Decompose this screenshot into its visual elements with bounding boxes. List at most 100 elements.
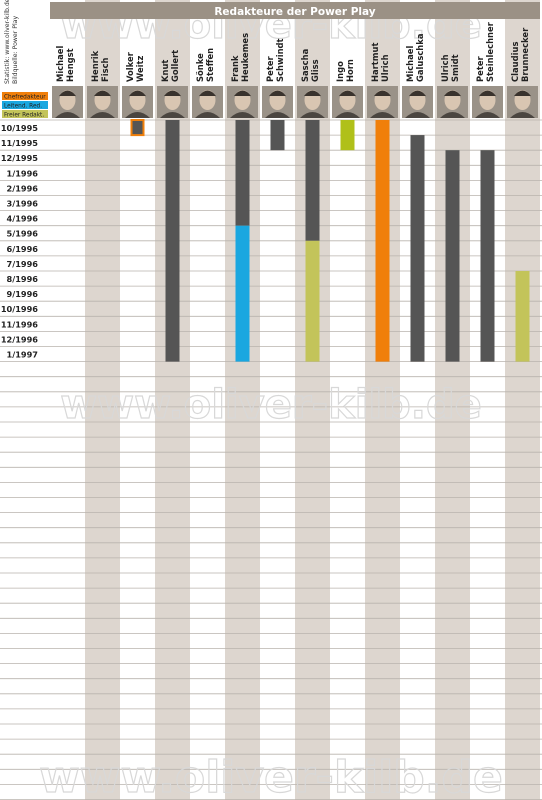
side-note: Bildquelle: Power Play: [12, 16, 19, 84]
portrait-hair: [94, 90, 111, 96]
portrait-hair: [339, 90, 356, 96]
month-label: 12/1996: [1, 334, 38, 344]
person-name: Weitz: [135, 56, 145, 82]
person-name: Sönke: [195, 53, 205, 82]
portrait-shoulders: [230, 112, 255, 118]
portrait-hair: [164, 90, 181, 96]
tenure-bar: [515, 271, 530, 362]
legend-label: Leitend. Red.: [4, 103, 42, 109]
tenure-bar: [305, 120, 320, 241]
month-label: 4/1996: [7, 214, 39, 224]
portrait-shoulders: [475, 112, 500, 118]
portrait-hair: [514, 90, 531, 96]
month-labels: 10/1995 11/1995 12/1995 1/1996 2/1996 3/1996 4…: [1, 123, 38, 360]
portrait-hair: [129, 90, 146, 96]
header-layer: Redakteure der Power Play Statistik: www.…: [4, 0, 540, 84]
watermark: www.oliver-kilb.de: [39, 752, 503, 800]
person-name: Galuschka: [415, 34, 425, 83]
month-label: 7/1996: [7, 259, 39, 269]
portrait-shoulders: [370, 112, 395, 118]
legend-label: Freier Redakt.: [4, 112, 44, 118]
label-column-background: [0, 120, 50, 800]
column-background: [505, 0, 540, 800]
portrait-shoulders: [90, 112, 115, 118]
tenure-bar: [130, 119, 145, 137]
month-label: 5/1996: [7, 229, 39, 239]
tenure-bar: [340, 120, 355, 151]
person-name: Sascha: [300, 49, 310, 82]
person-name: Peter: [475, 55, 485, 82]
name-labels: Michael Hengst Henrik Fisch Volker Weitz Knut G…: [55, 21, 530, 82]
legend-swatch: [2, 110, 48, 118]
watermark-layer: www.oliver-kilb.dewww.oliver-kilb.dewww.…: [39, 1, 504, 800]
person-name: Gliss: [310, 59, 320, 82]
legend: Chefredakteur Leitend. Red. Freier Redakt.: [2, 92, 48, 118]
person-name: Ulrich: [380, 54, 390, 82]
portrait-shoulders: [265, 112, 290, 118]
person-name: Frank: [230, 55, 240, 82]
month-label: 10/1996: [1, 304, 38, 314]
tenure-bar: [165, 120, 180, 362]
person-name: Brunnecker: [520, 27, 530, 82]
person-name: Ingo: [335, 61, 345, 82]
person-name: Hartmut: [370, 43, 380, 83]
person-name: Claudius: [510, 42, 520, 82]
portrait-hair: [374, 90, 391, 96]
month-label: 2/1996: [7, 183, 39, 193]
portrait-shoulders: [335, 112, 360, 118]
month-label: 6/1996: [7, 244, 39, 254]
month-label: 11/1995: [1, 138, 38, 148]
portrait-hair: [59, 90, 76, 96]
portrait-shoulders: [55, 112, 80, 118]
portrait-shoulders: [510, 112, 535, 118]
legend-swatch: [2, 92, 48, 100]
month-label: 1/1997: [7, 350, 39, 360]
person-name: Knut: [160, 60, 170, 82]
month-label: 10/1995: [1, 123, 38, 133]
column-background: [85, 0, 120, 800]
legend-swatch: [2, 101, 48, 109]
tenure-bar: [270, 120, 285, 151]
person-name: Fisch: [100, 57, 110, 82]
portrait-shoulders: [160, 112, 185, 118]
portrait-shoulders: [195, 112, 220, 118]
column-background: [435, 0, 470, 800]
month-label: 3/1996: [7, 199, 39, 209]
person-name: Volker: [125, 51, 135, 82]
portrait-hair: [409, 90, 426, 96]
tenure-bar: [235, 120, 250, 226]
photo-row: [52, 86, 538, 118]
portrait-hair: [269, 90, 286, 96]
chart-title: Redakteure der Power Play: [214, 6, 375, 18]
portrait-shoulders: [300, 112, 325, 118]
person-name: Ulrich: [440, 54, 450, 82]
person-name: Steinlechner: [485, 21, 495, 82]
person-name: Hengst: [65, 48, 75, 82]
month-label: 11/1996: [1, 319, 38, 329]
person-name: Peter: [265, 55, 275, 82]
tenure-bars: [130, 119, 530, 362]
person-name: Michael: [55, 46, 65, 82]
month-label: 9/1996: [7, 289, 39, 299]
tenure-bar: [375, 120, 390, 362]
tenure-bar: [410, 135, 425, 362]
month-label: 8/1996: [7, 274, 39, 284]
portrait-hair: [234, 90, 251, 96]
tenure-bar: [445, 150, 460, 362]
legend-label: Chefredakteur: [4, 94, 46, 100]
portrait-hair: [444, 90, 461, 96]
tenure-bar: [235, 225, 250, 362]
tenure-bar: [480, 150, 495, 362]
side-note: Statistik: www.oliver-kilb.de: [4, 0, 11, 84]
person-name: Smidt: [450, 54, 460, 82]
portrait-shoulders: [405, 112, 430, 118]
person-name: Schwindt: [275, 38, 285, 82]
portrait-hair: [479, 90, 496, 96]
month-label: 12/1995: [1, 153, 38, 163]
tenure-bar: [305, 240, 320, 362]
person-name: Gollert: [170, 50, 180, 82]
person-name: Heukemes: [240, 33, 250, 82]
person-name: Horn: [345, 59, 355, 82]
person-name: Henrik: [90, 50, 100, 82]
